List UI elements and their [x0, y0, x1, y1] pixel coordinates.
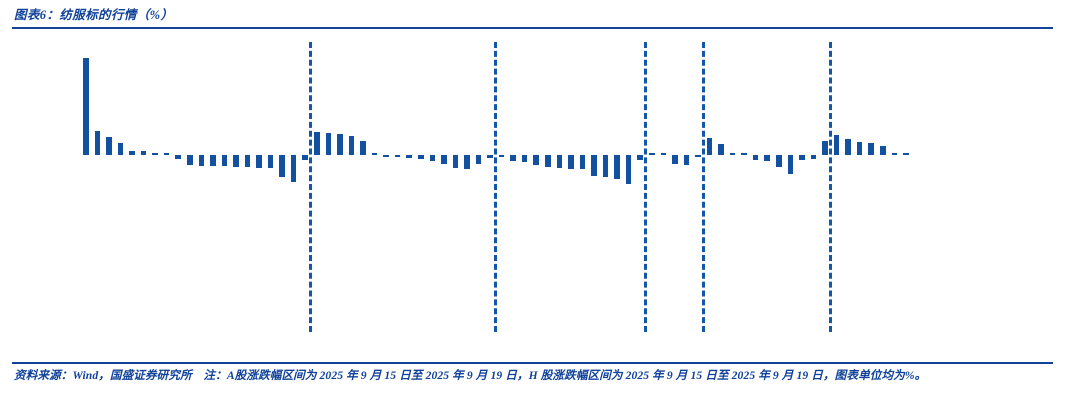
bar: [441, 155, 447, 164]
bar: [776, 155, 782, 168]
bar: [106, 137, 112, 155]
bar: [637, 155, 643, 161]
header-divider-rule: [12, 27, 1053, 30]
bar: [267, 155, 274, 169]
bar: [314, 131, 320, 155]
bar: [337, 134, 343, 155]
bar: [394, 155, 401, 158]
bar: [521, 155, 528, 163]
bar: [244, 155, 251, 168]
bar: [729, 153, 736, 155]
bar: [302, 155, 309, 160]
bar: [868, 142, 874, 155]
bar: [360, 141, 366, 155]
bar: [856, 142, 863, 155]
bar: [533, 155, 540, 166]
bar: [683, 155, 690, 165]
bar: [591, 155, 597, 176]
bar: [417, 155, 424, 160]
title-row: 图表6：纺服标的行情（%）: [0, 0, 1065, 27]
bar: [822, 141, 828, 155]
bar: [799, 155, 805, 160]
bar: [695, 155, 701, 157]
bar: [175, 155, 181, 160]
bar: [429, 155, 436, 161]
bar: [325, 133, 332, 155]
bar: [625, 155, 632, 185]
bar: [129, 150, 135, 155]
bar: [83, 58, 89, 155]
bar: [718, 143, 724, 155]
group-separator-line: [702, 42, 706, 332]
bar-chart-plot: [12, 31, 1053, 360]
bar: [568, 155, 574, 169]
page-title: 图表6：纺服标的行情（%）: [14, 8, 174, 22]
bar: [256, 155, 262, 168]
bar: [498, 155, 505, 157]
bar: [290, 155, 297, 182]
bar: [787, 155, 794, 174]
group-separator-line: [494, 42, 498, 332]
bar: [903, 153, 909, 155]
group-separator-line: [829, 42, 833, 332]
group-separator-line: [644, 42, 648, 332]
bar: [891, 153, 898, 155]
bar: [348, 135, 355, 155]
bar: [117, 142, 124, 155]
bar: [706, 137, 713, 155]
bar: [371, 153, 378, 155]
footer-divider-rule: [12, 362, 1053, 365]
bar: [406, 155, 412, 159]
footnote-text: 资料来源：Wind，国盛证券研究所 注：A股涨跌幅区间为 2025 年 9 月 …: [14, 369, 927, 382]
bar: [741, 153, 747, 155]
bar: [221, 155, 228, 167]
bar: [648, 152, 655, 155]
bar: [602, 155, 609, 177]
bar: [879, 145, 886, 155]
bar: [475, 155, 482, 164]
footnote: 资料来源：Wind，国盛证券研究所 注：A股涨跌幅区间为 2025 年 9 月 …: [14, 366, 1054, 385]
bar: [452, 155, 459, 168]
bar: [660, 153, 667, 155]
bar: [383, 155, 389, 157]
bar: [833, 134, 840, 155]
bar: [186, 155, 193, 166]
bar: [752, 155, 759, 161]
bar: [556, 155, 563, 168]
bar: [487, 155, 493, 158]
bar: [545, 155, 551, 168]
bar: [279, 155, 285, 177]
bar: [152, 153, 158, 155]
bar: [510, 155, 516, 162]
bar: [140, 151, 147, 155]
bar: [764, 155, 771, 161]
bar: [810, 155, 817, 159]
bar: [845, 139, 851, 155]
group-separator-line: [309, 42, 313, 332]
bar: [579, 155, 586, 170]
bar: [614, 155, 620, 179]
bar: [94, 130, 101, 155]
bar: [233, 155, 239, 167]
bar: [672, 155, 678, 165]
bar: [464, 155, 470, 169]
bar: [198, 155, 205, 166]
bar: [210, 155, 216, 167]
bar: [163, 153, 170, 155]
